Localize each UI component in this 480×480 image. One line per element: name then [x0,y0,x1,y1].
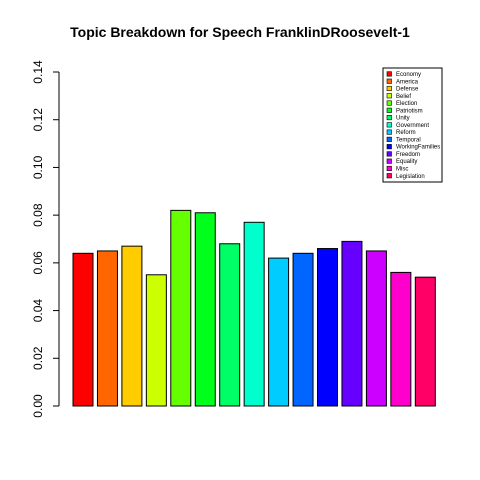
legend-swatch-economy [386,71,392,77]
bars-group [72,209,436,407]
legend-swatch-temporal [386,136,392,142]
bar-america [96,250,118,407]
y-tick-label: 0.06 [31,251,45,275]
bar-belief [145,274,167,407]
legend-swatch-legislation [386,173,392,179]
legend-swatch-government [386,122,392,128]
bar-misc [390,271,412,407]
bar-equality [365,250,387,407]
y-tick-label: 0.12 [31,108,45,132]
legend-label-election: Election [396,101,417,107]
legend-box [382,67,443,183]
legend-swatch-misc [386,165,392,172]
legend-label-government: Government [396,123,429,129]
legend-label-misc: Misc [396,167,408,173]
bar-defense [121,245,143,407]
bar-temporal [292,252,314,407]
legend-swatch-patriotism [386,107,392,113]
legend-swatch-workingfamilies [386,144,392,150]
bar-patriotism [194,212,216,407]
legend-swatch-belief [386,93,392,99]
y-tick-label: 0.00 [31,394,45,418]
legend-swatch-election [386,100,392,106]
legend-label-economy: Economy [396,72,421,78]
legend-label-patriotism: Patriotism [396,108,423,114]
bar-economy [72,252,94,407]
legend-label-freedom: Freedom [396,152,420,158]
bar-unity [219,243,241,407]
bar-reform [268,257,290,407]
legend-label-legislation: Legislation [396,174,425,180]
legend-label-equality: Equality [396,159,417,165]
legend-label-unity: Unity [396,116,410,122]
legend-swatch-equality [386,158,392,164]
y-tick-label: 0.02 [31,346,45,370]
legend-label-defense: Defense [396,87,419,93]
legend-label-workingfamilies: WorkingFamilies [396,145,440,151]
bar-freedom [341,240,363,407]
legend-swatch-defense [386,85,392,92]
legend-swatch-america [386,78,392,84]
y-tick-label: 0.14 [31,60,45,84]
bar-election [170,209,192,407]
chart-title: Topic Breakdown for Speech FranklinDRoos… [70,24,410,40]
legend-swatch-freedom [386,151,392,157]
y-tick-label: 0.08 [31,203,45,227]
y-tick-label: 0.10 [31,155,45,179]
bar-workingfamilies [317,248,338,407]
bar-legislation [414,276,436,407]
legend-label-temporal: Temporal [396,137,421,143]
legend-label-reform: Reform [396,130,416,136]
legend-swatch-reform [386,129,392,135]
legend-swatch-unity [386,115,392,121]
legend-label-america: America [396,79,419,85]
bar-government [243,221,265,407]
y-axis: 0.00 0.02 0.04 0.06 0.08 0.10 0.12 0.14 [31,60,60,418]
y-tick-label: 0.04 [31,299,45,323]
legend-label-belief: Belief [396,94,411,100]
